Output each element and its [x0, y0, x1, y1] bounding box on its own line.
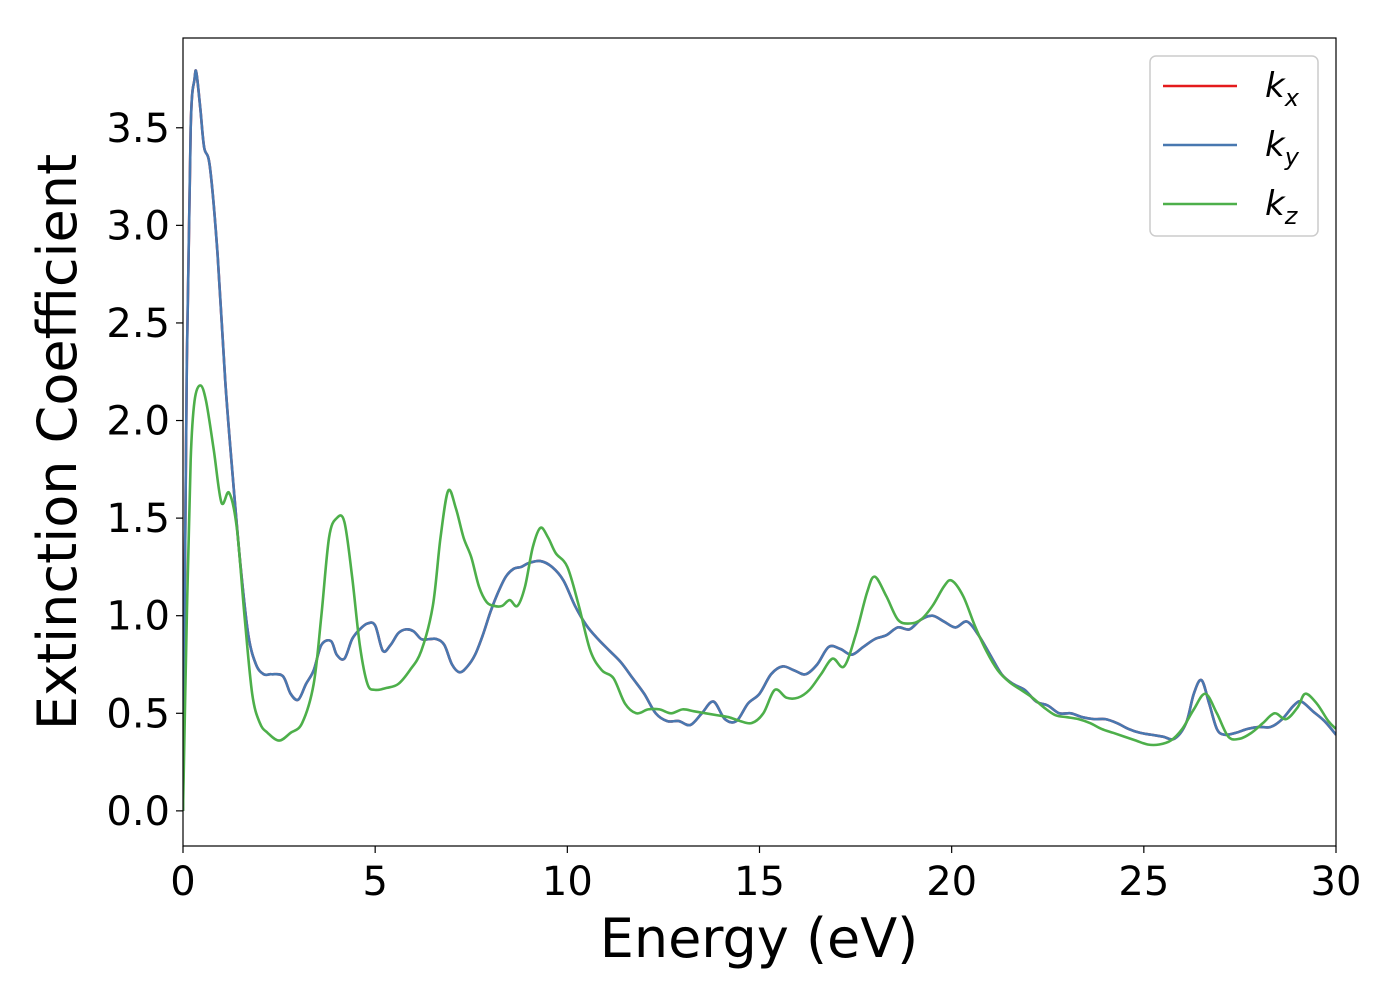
x-tick-label: 20 [926, 859, 977, 905]
y-tick-label: 3.5 [106, 106, 170, 152]
y-tick-label: 2.0 [106, 399, 170, 445]
x-tick-label: 10 [542, 859, 593, 905]
y-axis: 0.0 0.5 1.0 1.5 2.0 2.5 3.0 3.5 [106, 106, 183, 835]
x-tick-label: 15 [734, 859, 785, 905]
series-layer [183, 69, 1336, 811]
y-axis-label: Extinction Coefficient [26, 154, 89, 730]
y-tick-label: 0.5 [106, 691, 170, 737]
x-axis: 0 5 10 15 20 25 30 [170, 846, 1361, 905]
series-line-ky [183, 69, 1336, 811]
x-tick-label: 30 [1311, 859, 1362, 905]
y-tick-label: 1.0 [106, 594, 170, 640]
y-tick-label: 1.5 [106, 496, 170, 542]
y-tick-label: 2.5 [106, 301, 170, 347]
y-tick-label: 3.0 [106, 203, 170, 249]
x-axis-label: Energy (eV) [600, 907, 919, 970]
x-tick-label: 0 [170, 859, 195, 905]
series-line-kz [183, 384, 1336, 811]
y-tick-label: 0.0 [106, 789, 170, 835]
x-tick-label: 25 [1118, 859, 1169, 905]
x-tick-label: 5 [362, 859, 387, 905]
